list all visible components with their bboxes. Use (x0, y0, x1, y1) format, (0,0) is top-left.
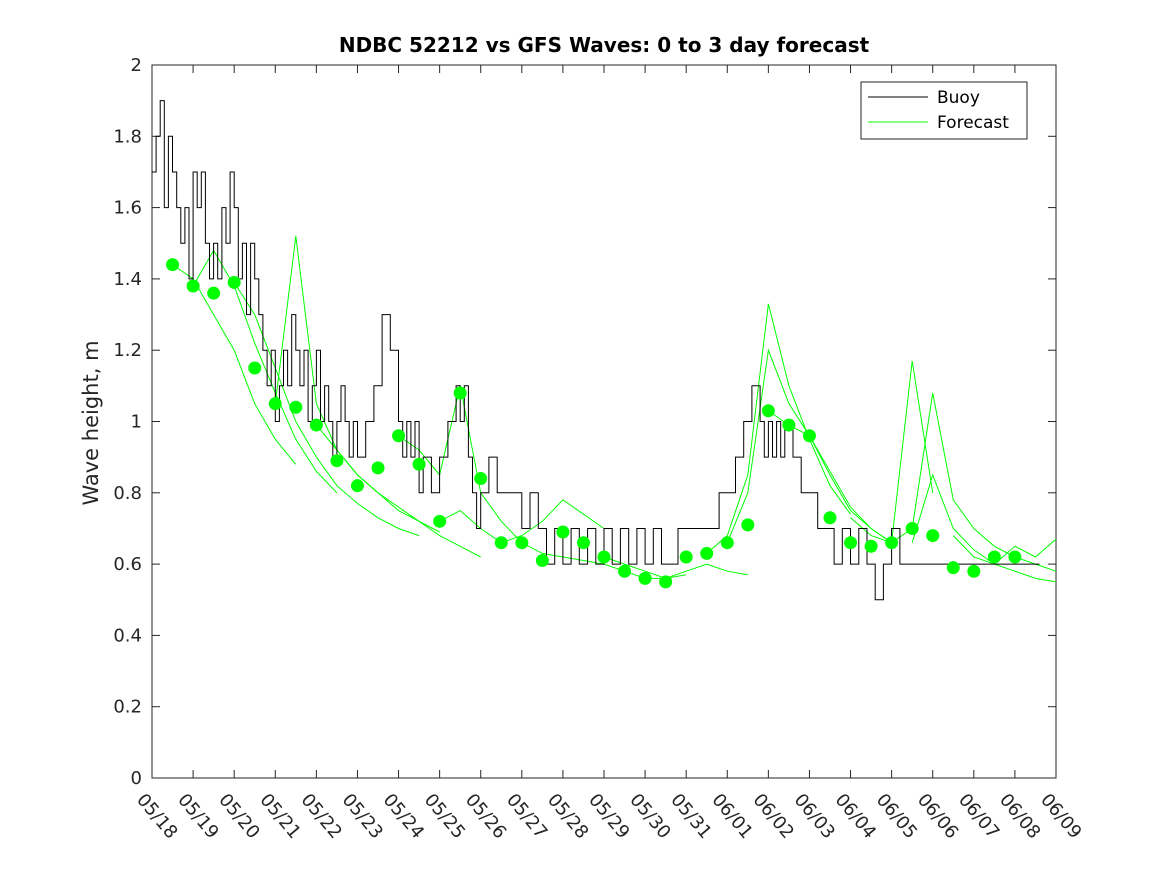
forecast-point (433, 514, 447, 528)
forecast-point (556, 525, 570, 539)
forecast-run-line (233, 282, 420, 537)
forecast-point (659, 575, 673, 589)
y-tick-label: 0.4 (113, 625, 142, 646)
forecast-point (987, 550, 1001, 564)
forecast-point (207, 286, 221, 300)
forecast-point (618, 564, 632, 578)
y-tick-label: 0.2 (113, 697, 142, 718)
forecast-point (412, 457, 426, 471)
forecast-point (679, 550, 693, 564)
forecast-point (392, 429, 406, 443)
y-tick-label: 1.8 (113, 126, 142, 147)
forecast-point (535, 554, 549, 568)
forecast-point (474, 472, 488, 486)
forecast-point (576, 536, 590, 550)
forecast-point (905, 521, 919, 535)
forecast-point (330, 454, 344, 468)
legend: Buoy Forecast (860, 81, 1028, 140)
forecast-point (186, 279, 200, 293)
forecast-run-line (706, 303, 851, 554)
forecast-run-line (603, 556, 748, 579)
forecast-point (926, 529, 940, 543)
forecast-point (1008, 550, 1022, 564)
forecast-point (268, 397, 282, 411)
chart-title: NDBC 52212 vs GFS Waves: 0 to 3 day fore… (339, 33, 870, 57)
forecast-run-line (850, 392, 1057, 572)
forecast-point (453, 386, 467, 400)
forecast-point (638, 571, 652, 585)
y-tick-label: 2 (131, 55, 142, 76)
forecast-point (350, 479, 364, 493)
forecast-point (946, 561, 960, 575)
forecast-point (782, 418, 796, 432)
forecast-run-line (952, 535, 1057, 565)
y-tick-label: 1.6 (113, 198, 142, 219)
forecast-point (844, 536, 858, 550)
legend-box (860, 81, 1028, 140)
forecast-point (700, 546, 714, 560)
forecast-point (802, 429, 816, 443)
y-tick-label: 1.4 (113, 269, 142, 290)
legend-forecast-label: Forecast (937, 113, 1009, 133)
y-tick-label: 1.2 (113, 340, 142, 361)
forecast-point (515, 536, 529, 550)
forecast-run-line (316, 424, 481, 558)
forecast-point (761, 404, 775, 418)
forecast-point (166, 258, 180, 272)
forecast-point (864, 539, 878, 553)
forecast-point (967, 564, 981, 578)
forecast-run-line (911, 473, 1057, 583)
forecast-point (494, 536, 508, 550)
forecast-point (885, 536, 899, 550)
forecast-point (289, 400, 303, 414)
y-axis: 0 0.2 0.4 0.6 0.8 1 1.2 1.4 1.6 1.8 2 (113, 55, 1056, 789)
forecast-run-line (768, 360, 934, 544)
y-tick-label: 0 (131, 768, 142, 789)
forecast-run-line (192, 249, 338, 494)
forecast-run-line (439, 499, 605, 544)
forecast-point (309, 418, 323, 432)
forecast-point (720, 536, 734, 550)
forecast-point (227, 275, 241, 289)
y-tick-label: 1 (131, 412, 142, 433)
y-tick-label: 0.6 (113, 554, 142, 575)
forecast-point (823, 511, 837, 525)
forecast-point (371, 461, 385, 475)
forecast-point (248, 361, 262, 375)
forecast-point (597, 550, 611, 564)
y-tick-label: 0.8 (113, 483, 142, 504)
forecast-series-points (166, 258, 1022, 589)
forecast-point (741, 518, 755, 532)
y-axis-label: Wave height, m (79, 340, 103, 505)
legend-buoy-label: Buoy (937, 88, 980, 108)
